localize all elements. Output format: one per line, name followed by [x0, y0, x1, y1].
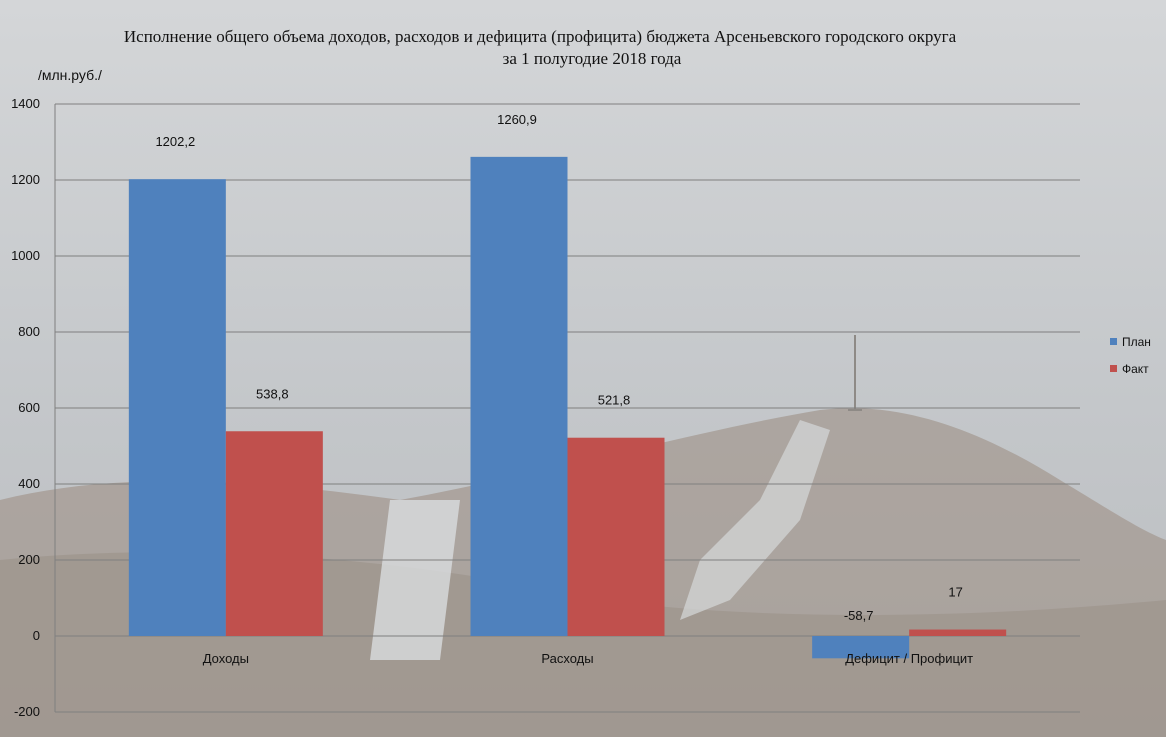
y-axis: -200 0 200 400 600 800 1000 1200 1400 — [11, 96, 56, 719]
bar-plan — [470, 156, 568, 636]
y-tick-label: 1000 — [11, 248, 40, 263]
legend-swatch — [1110, 365, 1117, 372]
data-label: 521,8 — [598, 393, 631, 408]
data-label: 1202,2 — [155, 134, 195, 149]
y-tick-label: 0 — [33, 628, 40, 643]
bar-plan — [812, 636, 910, 659]
chart-title: Исполнение общего объема доходов, расход… — [124, 27, 957, 46]
y-tick-label: 800 — [18, 324, 40, 339]
category-label: Расходы — [541, 651, 593, 666]
legend-label: План — [1122, 335, 1151, 349]
data-label: 17 — [948, 585, 962, 600]
legend-label: Факт — [1122, 362, 1149, 376]
chart-subtitle: за 1 полугодие 2018 года — [503, 49, 682, 68]
y-tick-label: 1400 — [11, 96, 40, 111]
category-label: Дефицит / Профицит — [845, 651, 973, 666]
bar-fact — [225, 431, 323, 636]
bar-fact — [909, 629, 1007, 636]
category-label: Доходы — [203, 651, 249, 666]
y-tick-label: 600 — [18, 400, 40, 415]
bars — [128, 156, 1007, 659]
bar-fact — [567, 437, 665, 636]
data-label: -58,7 — [844, 608, 874, 623]
y-tick-label: -200 — [14, 704, 40, 719]
data-label: 538,8 — [256, 386, 289, 401]
y-tick-label: 400 — [18, 476, 40, 491]
y-axis-unit-label: /млн.руб./ — [38, 67, 102, 83]
data-labels: 1202,2 538,8 1260,9 521,8 -58,7 17 — [155, 112, 962, 623]
y-tick-label: 1200 — [11, 172, 40, 187]
y-tick-label: 200 — [18, 552, 40, 567]
x-axis: Доходы Расходы Дефицит / Профицит — [203, 651, 973, 666]
bar-plan — [128, 179, 226, 636]
legend-swatch — [1110, 338, 1117, 345]
legend: План Факт — [1110, 335, 1151, 376]
data-label: 1260,9 — [497, 112, 537, 127]
